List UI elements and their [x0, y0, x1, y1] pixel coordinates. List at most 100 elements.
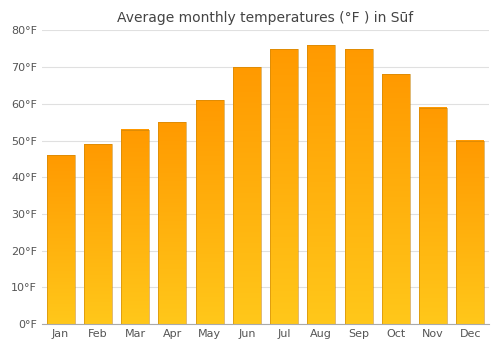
Bar	[308, 296, 336, 297]
Bar	[84, 222, 112, 223]
Bar	[46, 192, 74, 193]
Bar	[196, 210, 224, 211]
Bar	[121, 170, 149, 172]
Bar	[456, 241, 484, 242]
Bar	[158, 309, 186, 310]
Bar	[196, 250, 224, 251]
Bar	[46, 246, 74, 247]
Bar	[84, 302, 112, 303]
Bar	[344, 291, 372, 292]
Bar	[419, 262, 447, 264]
Bar	[233, 214, 261, 215]
Bar	[308, 64, 336, 66]
Bar	[84, 171, 112, 172]
Bar	[196, 190, 224, 191]
Bar	[382, 160, 409, 162]
Bar	[196, 138, 224, 139]
Bar	[419, 117, 447, 118]
Bar	[419, 173, 447, 175]
Bar	[158, 264, 186, 266]
Bar	[456, 307, 484, 308]
Bar	[84, 210, 112, 211]
Bar	[233, 144, 261, 146]
Bar	[419, 112, 447, 113]
Bar	[158, 253, 186, 254]
Bar	[84, 182, 112, 183]
Bar	[158, 213, 186, 214]
Bar	[382, 114, 409, 116]
Bar	[382, 75, 409, 324]
Bar	[419, 217, 447, 218]
Bar	[456, 259, 484, 260]
Bar	[158, 296, 186, 297]
Bar	[270, 320, 298, 321]
Bar	[158, 275, 186, 276]
Bar	[270, 294, 298, 295]
Bar	[270, 250, 298, 251]
Bar	[419, 278, 447, 280]
Bar	[270, 53, 298, 54]
Bar	[233, 262, 261, 264]
Bar	[270, 240, 298, 242]
Bar	[158, 160, 186, 162]
Bar	[158, 212, 186, 213]
Bar	[270, 241, 298, 243]
Bar	[308, 236, 336, 238]
Bar	[419, 108, 447, 110]
Bar	[382, 275, 409, 276]
Bar	[84, 241, 112, 242]
Bar	[196, 101, 224, 103]
Bar	[382, 138, 409, 139]
Bar	[456, 182, 484, 183]
Bar	[196, 245, 224, 247]
Bar	[84, 201, 112, 202]
Bar	[419, 232, 447, 233]
Bar	[270, 185, 298, 187]
Bar	[456, 285, 484, 286]
Bar	[419, 172, 447, 174]
Bar	[419, 192, 447, 193]
Bar	[121, 290, 149, 291]
Bar	[158, 216, 186, 217]
Bar	[84, 293, 112, 294]
Bar	[270, 296, 298, 298]
Bar	[84, 205, 112, 206]
Bar	[158, 303, 186, 304]
Bar	[344, 166, 372, 167]
Bar	[344, 83, 372, 85]
Bar	[419, 317, 447, 318]
Bar	[456, 323, 484, 324]
Bar	[233, 317, 261, 319]
Bar	[382, 172, 409, 173]
Bar	[419, 263, 447, 265]
Bar	[419, 290, 447, 292]
Bar	[270, 186, 298, 188]
Bar	[270, 197, 298, 199]
Bar	[382, 218, 409, 219]
Bar	[121, 303, 149, 304]
Bar	[233, 275, 261, 276]
Bar	[46, 178, 74, 179]
Bar	[196, 309, 224, 310]
Bar	[456, 163, 484, 164]
Bar	[456, 251, 484, 252]
Bar	[344, 146, 372, 148]
Bar	[84, 308, 112, 309]
Bar	[196, 295, 224, 296]
Bar	[84, 186, 112, 187]
Bar	[308, 218, 336, 219]
Bar	[344, 276, 372, 277]
Bar	[344, 304, 372, 306]
Bar	[158, 224, 186, 225]
Bar	[344, 218, 372, 219]
Bar	[456, 243, 484, 244]
Bar	[84, 256, 112, 257]
Bar	[419, 249, 447, 250]
Bar	[456, 274, 484, 275]
Bar	[419, 199, 447, 201]
Bar	[419, 323, 447, 324]
Bar	[233, 113, 261, 115]
Bar	[382, 132, 409, 133]
Bar	[270, 49, 298, 50]
Bar	[382, 220, 409, 222]
